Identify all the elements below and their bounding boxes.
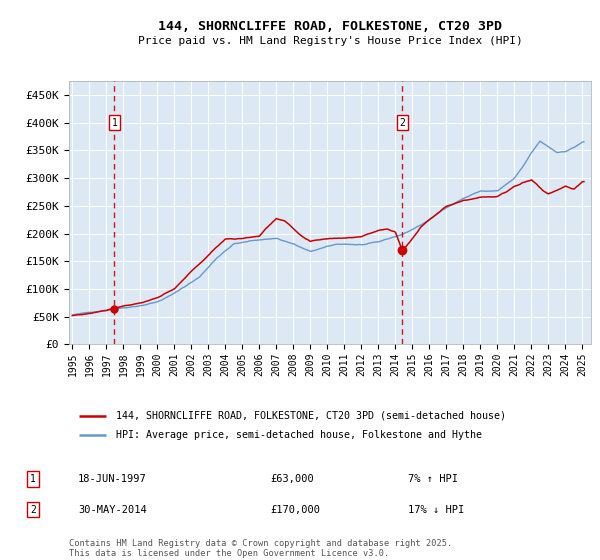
Text: 2: 2: [400, 118, 406, 128]
Text: HPI: Average price, semi-detached house, Folkestone and Hythe: HPI: Average price, semi-detached house,…: [116, 431, 482, 441]
Text: 1: 1: [30, 474, 36, 484]
Text: £170,000: £170,000: [270, 505, 320, 515]
Text: Contains HM Land Registry data © Crown copyright and database right 2025.
This d: Contains HM Land Registry data © Crown c…: [69, 539, 452, 558]
Text: 30-MAY-2014: 30-MAY-2014: [78, 505, 147, 515]
Text: 2: 2: [30, 505, 36, 515]
Text: 18-JUN-1997: 18-JUN-1997: [78, 474, 147, 484]
Text: 1: 1: [112, 118, 118, 128]
Text: Price paid vs. HM Land Registry's House Price Index (HPI): Price paid vs. HM Land Registry's House …: [137, 36, 523, 46]
Text: 7% ↑ HPI: 7% ↑ HPI: [408, 474, 458, 484]
Text: 144, SHORNCLIFFE ROAD, FOLKESTONE, CT20 3PD: 144, SHORNCLIFFE ROAD, FOLKESTONE, CT20 …: [158, 20, 502, 32]
Text: 17% ↓ HPI: 17% ↓ HPI: [408, 505, 464, 515]
Text: 144, SHORNCLIFFE ROAD, FOLKESTONE, CT20 3PD (semi-detached house): 144, SHORNCLIFFE ROAD, FOLKESTONE, CT20 …: [116, 410, 506, 421]
Text: £63,000: £63,000: [270, 474, 314, 484]
